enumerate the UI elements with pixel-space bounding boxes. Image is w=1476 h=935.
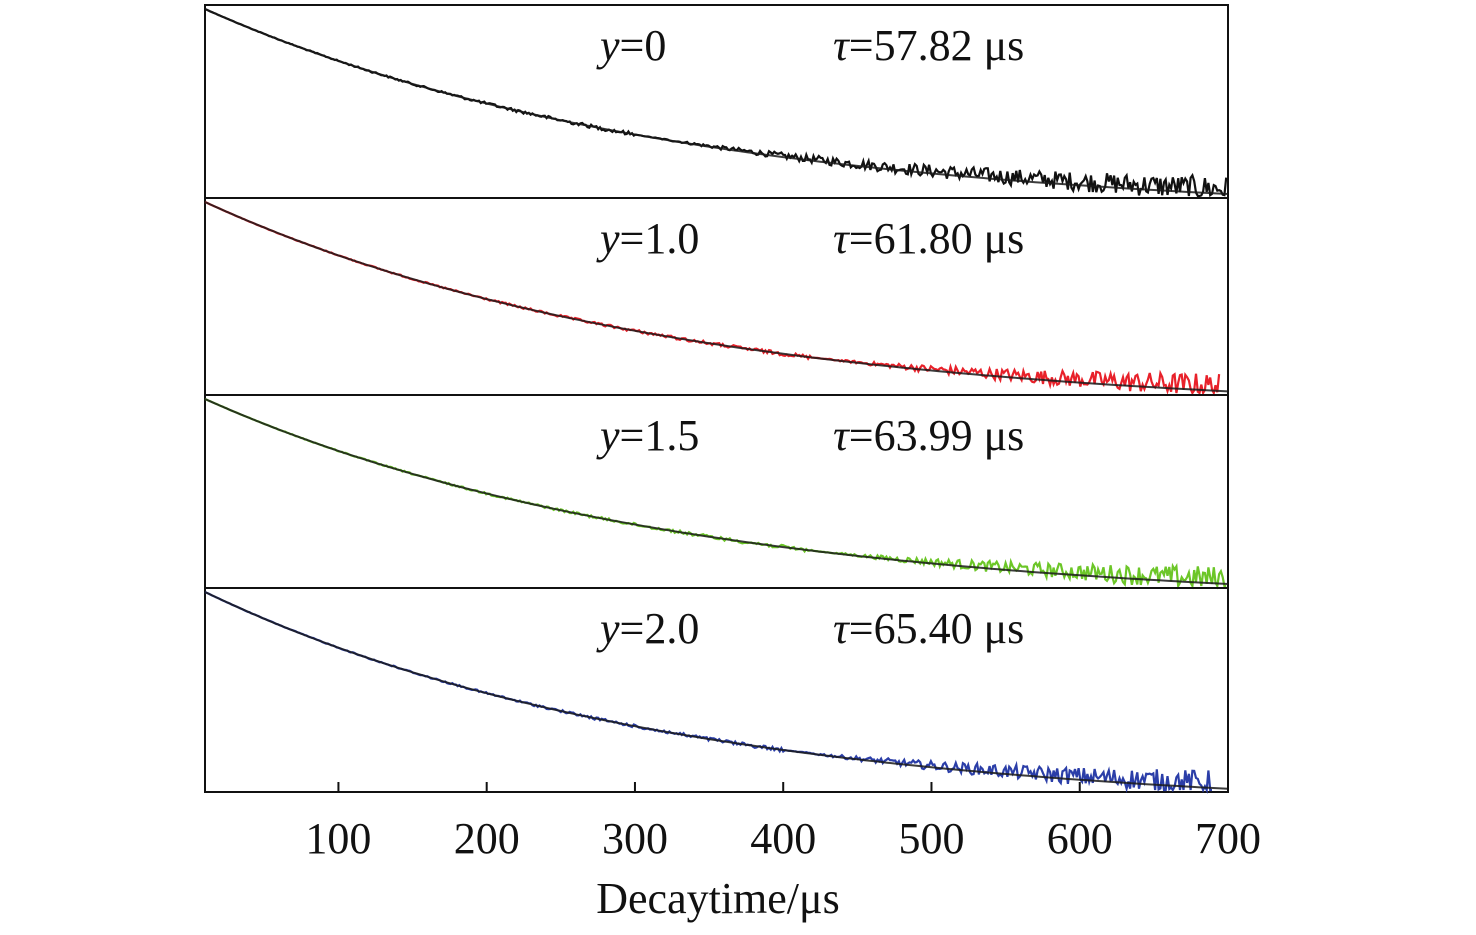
- x-tick-label-300: 300: [602, 814, 668, 863]
- x-tick-label-400: 400: [750, 814, 816, 863]
- panels-group: y=0 τ=57.82 μs y=1.0 τ=61.80 μs y=1.5 τ=63.99…: [204, 4, 1229, 795]
- x-axis-label: Decaytime/μs: [596, 874, 840, 923]
- x-tick-label-200: 200: [454, 814, 520, 863]
- fit-curve-1: [204, 201, 1229, 393]
- lifetime-label-0: τ=57.82 μs: [833, 21, 1024, 70]
- series-line-0: [204, 7, 1228, 198]
- panel-1: y=1.0 τ=61.80 μs: [204, 197, 1229, 397]
- composition-label-2: y=1.5: [596, 411, 699, 460]
- series-line-2: [204, 397, 1227, 590]
- fit-curve-0: [204, 8, 1229, 195]
- lifetime-label-3: τ=65.40 μs: [833, 604, 1024, 653]
- panel-frame: [204, 197, 1229, 396]
- panel-3: y=2.0 τ=65.40 μs: [204, 587, 1229, 795]
- series-line-3: [204, 591, 1212, 795]
- series-line-1: [204, 200, 1221, 397]
- composition-label-0: y=0: [596, 21, 666, 70]
- panel-0: y=0 τ=57.82 μs: [204, 4, 1229, 199]
- x-tick-label-700: 700: [1195, 814, 1261, 863]
- panel-frame: [204, 394, 1229, 589]
- composition-label-3: y=2.0: [596, 604, 699, 653]
- panel-frame: [204, 587, 1229, 793]
- x-tick-label-100: 100: [305, 814, 371, 863]
- x-tick-label-500: 500: [898, 814, 964, 863]
- lifetime-label-2: τ=63.99 μs: [833, 411, 1024, 460]
- x-tick-label-600: 600: [1047, 814, 1113, 863]
- lifetime-label-1: τ=61.80 μs: [833, 214, 1024, 263]
- panel-2: y=1.5 τ=63.99 μs: [204, 394, 1229, 590]
- fit-curve-2: [204, 398, 1229, 585]
- composition-label-1: y=1.0: [596, 214, 699, 263]
- fit-curve-3: [204, 591, 1229, 790]
- x-axis: 100 200 300 400 500 600 700: [305, 782, 1261, 863]
- panel-frame: [204, 4, 1229, 199]
